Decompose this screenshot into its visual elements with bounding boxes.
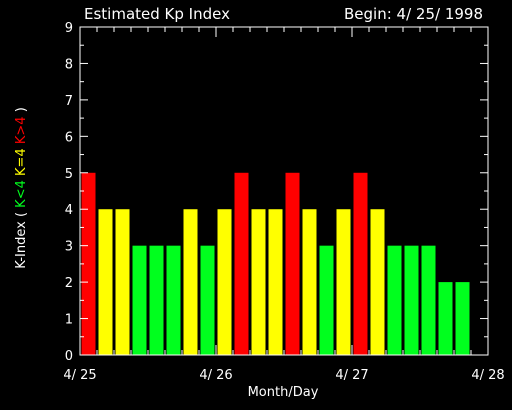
kp-bar [81, 172, 96, 355]
y-axis-label-suffix: ) [14, 107, 29, 112]
chart-subtitle: Begin: 4/ 25/ 1998 [344, 5, 483, 23]
kp-bar [217, 209, 232, 355]
x-tick-label: 4/ 27 [335, 368, 368, 383]
x-ticks-group: 4/ 25 4/ 26 4/ 27 4/ 28 [63, 27, 505, 383]
y-tick-label: 4 [65, 203, 73, 218]
y-tick-label: 3 [65, 240, 73, 255]
x-tick-label: 4/ 25 [63, 368, 96, 383]
y-axis-label-yellow: K=4 [14, 148, 29, 176]
kp-bar [234, 172, 249, 355]
y-tick-label: 7 [65, 94, 73, 109]
kp-bar [370, 209, 385, 355]
chart-title: Estimated Kp Index [84, 5, 230, 23]
y-tick-label: 1 [65, 313, 73, 328]
kp-bar [285, 172, 300, 355]
x-tick-label: 4/ 26 [199, 368, 232, 383]
y-axis-label-prefix: K-Index ( [14, 212, 29, 269]
kp-bar [149, 245, 164, 355]
y-tick-label: 6 [65, 130, 73, 145]
bars-group [81, 172, 470, 355]
kp-bar [336, 209, 351, 355]
y-axis-label: K-Index ( K<4 K=4 K>4 ) [14, 107, 29, 269]
kp-bar [200, 245, 215, 355]
kp-bar [132, 245, 147, 355]
kp-bar [115, 209, 130, 355]
y-axis-label-red: K>4 [14, 116, 29, 144]
kp-bar [183, 209, 198, 355]
x-axis-label: Month/Day [248, 385, 319, 400]
kp-bar [404, 245, 419, 355]
y-tick-label: 0 [65, 349, 73, 364]
y-ticks-group: 0 1 2 3 4 5 6 7 8 9 [65, 21, 488, 364]
kp-bar [455, 282, 470, 355]
kp-bar [353, 172, 368, 355]
kp-bar [319, 245, 334, 355]
y-axis-label-green: K<4 [14, 180, 29, 208]
kp-bar [251, 209, 266, 355]
kp-bar [166, 245, 181, 355]
kp-bar [302, 209, 317, 355]
kp-bar [387, 245, 402, 355]
kp-bar [98, 209, 113, 355]
kp-bar [438, 282, 453, 355]
kp-bar [268, 209, 283, 355]
y-tick-label: 8 [65, 57, 73, 72]
kp-bar [421, 245, 436, 355]
y-tick-label: 2 [65, 276, 73, 291]
y-tick-label: 5 [65, 167, 73, 182]
x-tick-label: 4/ 28 [471, 368, 504, 383]
y-tick-label: 9 [65, 21, 73, 36]
